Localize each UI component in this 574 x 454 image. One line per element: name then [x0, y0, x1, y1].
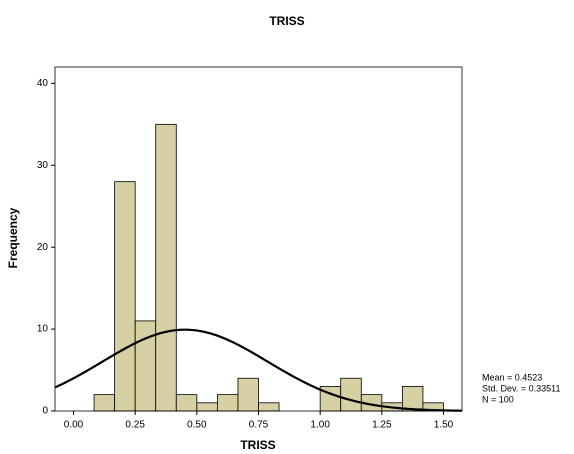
- x-axis-label: TRISS: [240, 438, 275, 452]
- bar: [401, 386, 424, 412]
- y-tick-label: 30: [37, 160, 49, 171]
- y-tick-label: 20: [37, 242, 49, 253]
- bar: [175, 394, 198, 412]
- annotation: Std. Dev. = 0.33511: [482, 383, 560, 393]
- x-tick-label: 0.25: [125, 420, 145, 431]
- x-tick-label: 0.75: [249, 420, 269, 431]
- bar: [237, 377, 259, 412]
- bar: [258, 402, 280, 412]
- bar: [155, 123, 177, 412]
- bar: [340, 377, 362, 412]
- x-tick-label: 0.00: [64, 420, 84, 431]
- annotation: Mean = 0.4523: [482, 372, 542, 382]
- x-tick-label: 1.25: [372, 420, 392, 431]
- x-tick-label: 1.50: [434, 420, 454, 431]
- annotation: N = 100: [482, 394, 514, 404]
- bar: [216, 394, 239, 412]
- bar: [134, 320, 157, 412]
- x-tick-label: 0.50: [187, 420, 207, 431]
- y-tick-label: 40: [37, 78, 49, 89]
- x-tick-label: 1.00: [310, 420, 330, 431]
- y-tick-label: 0: [42, 406, 48, 417]
- y-axis-label: Frequency: [6, 207, 20, 268]
- bar: [114, 181, 136, 412]
- y-tick-label: 10: [37, 324, 49, 335]
- plot-frame: [54, 66, 463, 412]
- bar: [93, 394, 116, 412]
- bar: [196, 402, 218, 412]
- chart-title: TRISS: [269, 14, 304, 28]
- normal-curve: [54, 328, 463, 412]
